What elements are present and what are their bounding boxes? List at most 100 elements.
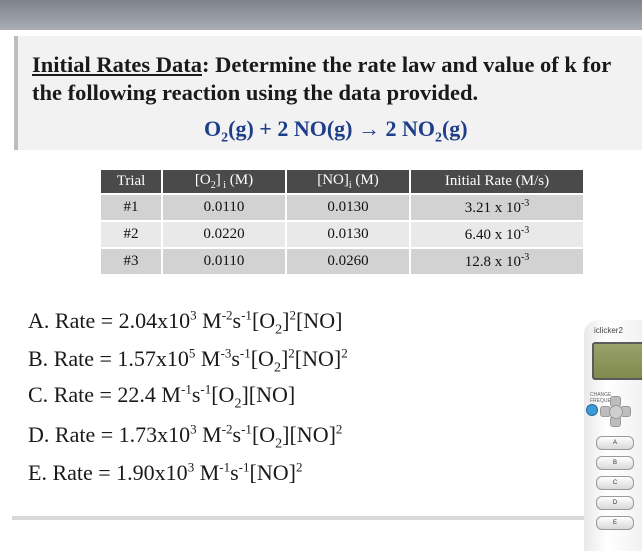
power-button-icon bbox=[586, 404, 598, 416]
answer-d[interactable]: D. Rate = 1.73x103 M-2s-1[O2][NO]2 bbox=[28, 421, 343, 451]
answer-text: Rate = 2.04x10 bbox=[54, 308, 191, 333]
initial-rates-table: Trial [O2] i (M) [NO]i (M) Initial Rate … bbox=[101, 170, 583, 276]
answer-unit-exp: -1 bbox=[219, 459, 231, 475]
answer-e[interactable]: E. Rate = 1.90x103 M-1s-1[NO]2 bbox=[28, 460, 302, 486]
answer-rest: [NO] bbox=[249, 460, 296, 485]
answer-a[interactable]: A. Rate = 2.04x103 M-2s-1[O2]2[NO] bbox=[28, 307, 343, 338]
answer-law: [O bbox=[211, 382, 235, 407]
answer-exp: 5 bbox=[188, 345, 196, 361]
table-cell: 6.40 x 10-3 bbox=[410, 221, 583, 249]
table-row: #3 0.0110 0.0260 12.8 x 10-3 bbox=[101, 248, 583, 276]
table-cell: 0.0110 bbox=[162, 194, 287, 222]
answer-exp: 3 bbox=[187, 459, 195, 475]
rate-value: 6.40 x 10 bbox=[464, 227, 521, 243]
answer-s: s bbox=[191, 382, 201, 407]
answer-label: D. bbox=[28, 422, 50, 447]
answer-s: s bbox=[232, 422, 242, 447]
title-line-2: the following reaction using the data pr… bbox=[32, 80, 479, 105]
table-cell: 0.0130 bbox=[286, 221, 411, 249]
table-cell: 0.0260 bbox=[286, 248, 411, 276]
answer-law: [O bbox=[251, 422, 276, 447]
title-line-1: Initial Rates Data: Determine the rate l… bbox=[32, 52, 611, 78]
answer-unit-exp: -1 bbox=[180, 381, 192, 397]
table-row: #1 0.0110 0.0130 3.21 x 10-3 bbox=[101, 194, 583, 222]
answer-rest: [NO] bbox=[295, 308, 343, 333]
iclicker-remote: iclicker2 CHANGE FREQUENCY A B C D E bbox=[584, 320, 642, 551]
answer-label: C. bbox=[28, 382, 49, 407]
answer-law-end: ] bbox=[280, 346, 289, 371]
answer-law-exp: 2 bbox=[288, 345, 295, 361]
table-header-row: Trial [O2] i (M) [NO]i (M) Initial Rate … bbox=[101, 170, 583, 195]
rate-value: 3.21 x 10 bbox=[464, 200, 521, 216]
table-cell: 3.21 x 10-3 bbox=[410, 194, 583, 222]
clicker-key-d: D bbox=[596, 496, 634, 510]
answer-unit-exp: -2 bbox=[221, 307, 233, 323]
answer-text: Rate = 22.4 M bbox=[53, 382, 181, 407]
rate-exp: -3 bbox=[520, 198, 530, 209]
clicker-screen bbox=[592, 342, 642, 380]
answer-units: M bbox=[196, 308, 222, 333]
eq-o2: O bbox=[204, 116, 222, 141]
answer-unit-exp: -1 bbox=[200, 381, 212, 397]
title-keyword: Initial Rates Data bbox=[32, 52, 202, 77]
answer-law-end: ][NO] bbox=[241, 382, 296, 407]
answer-law-exp: 2 bbox=[289, 307, 296, 323]
answer-b[interactable]: B. Rate = 1.57x105 M-3s-1[O2]2[NO]2 bbox=[28, 345, 348, 376]
table-header: [O2] i (M) bbox=[162, 170, 287, 195]
clicker-key-e: E bbox=[596, 516, 634, 530]
table-cell: 0.0130 bbox=[286, 194, 411, 222]
table-row: #2 0.0220 0.0130 6.40 x 10-3 bbox=[101, 221, 583, 249]
clicker-key-b: B bbox=[596, 456, 634, 470]
answer-law-sub: 2 bbox=[234, 396, 242, 412]
top-bar bbox=[0, 0, 642, 30]
answer-exp: 3 bbox=[190, 421, 197, 437]
answer-s: s bbox=[230, 460, 239, 485]
answer-unit-exp: -2 bbox=[221, 421, 233, 437]
table-header: Trial bbox=[101, 170, 163, 195]
answer-label: A. bbox=[28, 308, 50, 333]
answer-s: s bbox=[232, 308, 242, 333]
dpad-icon bbox=[600, 396, 631, 427]
table-cell: 12.8 x 10-3 bbox=[410, 248, 583, 276]
answer-law-sub: 2 bbox=[275, 322, 283, 338]
answer-law: [O bbox=[250, 346, 274, 371]
table-header: [NO]i (M) bbox=[286, 170, 411, 195]
answer-unit-exp: -1 bbox=[241, 421, 252, 437]
answer-text: Rate = 1.90x10 bbox=[52, 460, 188, 485]
answer-s: s bbox=[231, 346, 240, 371]
answer-text: Rate = 1.73x10 bbox=[54, 422, 191, 447]
title-box: Initial Rates Data: Determine the rate l… bbox=[14, 36, 642, 150]
answer-units: M bbox=[194, 460, 220, 485]
title-line-1-rest: : Determine the rate law and value of k … bbox=[202, 52, 612, 77]
clicker-brand: iclicker2 bbox=[594, 326, 623, 335]
answer-unit-exp: -3 bbox=[220, 345, 232, 361]
eq-o2-sub: 2 bbox=[221, 130, 229, 146]
answer-unit-exp: -1 bbox=[239, 345, 251, 361]
dpad-center-icon bbox=[609, 405, 623, 419]
answer-rest-exp: 2 bbox=[295, 459, 303, 475]
table-cell: #1 bbox=[101, 194, 163, 222]
table-cell: 0.0220 bbox=[162, 221, 287, 249]
table-cell: #2 bbox=[101, 221, 163, 249]
answer-law-end: ] bbox=[282, 308, 290, 333]
answer-text: Rate = 1.57x10 bbox=[53, 346, 189, 371]
eq-end: (g) bbox=[441, 116, 468, 141]
clicker-key-a: A bbox=[596, 436, 634, 450]
answer-label: B. bbox=[28, 346, 49, 371]
table-header: Initial Rate (M/s) bbox=[410, 170, 583, 195]
answer-rest-exp: 2 bbox=[341, 345, 348, 361]
rate-exp: -3 bbox=[520, 252, 530, 263]
table-cell: #3 bbox=[101, 248, 163, 276]
answer-law: [O bbox=[251, 308, 276, 333]
answer-c[interactable]: C. Rate = 22.4 M-1s-1[O2][NO] bbox=[28, 381, 296, 412]
slide: Initial Rates Data: Determine the rate l… bbox=[0, 30, 642, 551]
eq-middle: (g) + 2 NO(g) → 2 NO bbox=[228, 116, 435, 141]
answer-unit-exp: -1 bbox=[238, 459, 250, 475]
table-cell: 0.0110 bbox=[162, 248, 287, 276]
answer-law-exp: 2 bbox=[335, 421, 343, 437]
clicker-key-c: C bbox=[596, 476, 634, 490]
answer-label: E. bbox=[28, 460, 47, 485]
answer-units: M bbox=[195, 346, 221, 371]
answer-law-end: ][NO] bbox=[282, 422, 336, 447]
answer-law-sub: 2 bbox=[273, 360, 281, 376]
